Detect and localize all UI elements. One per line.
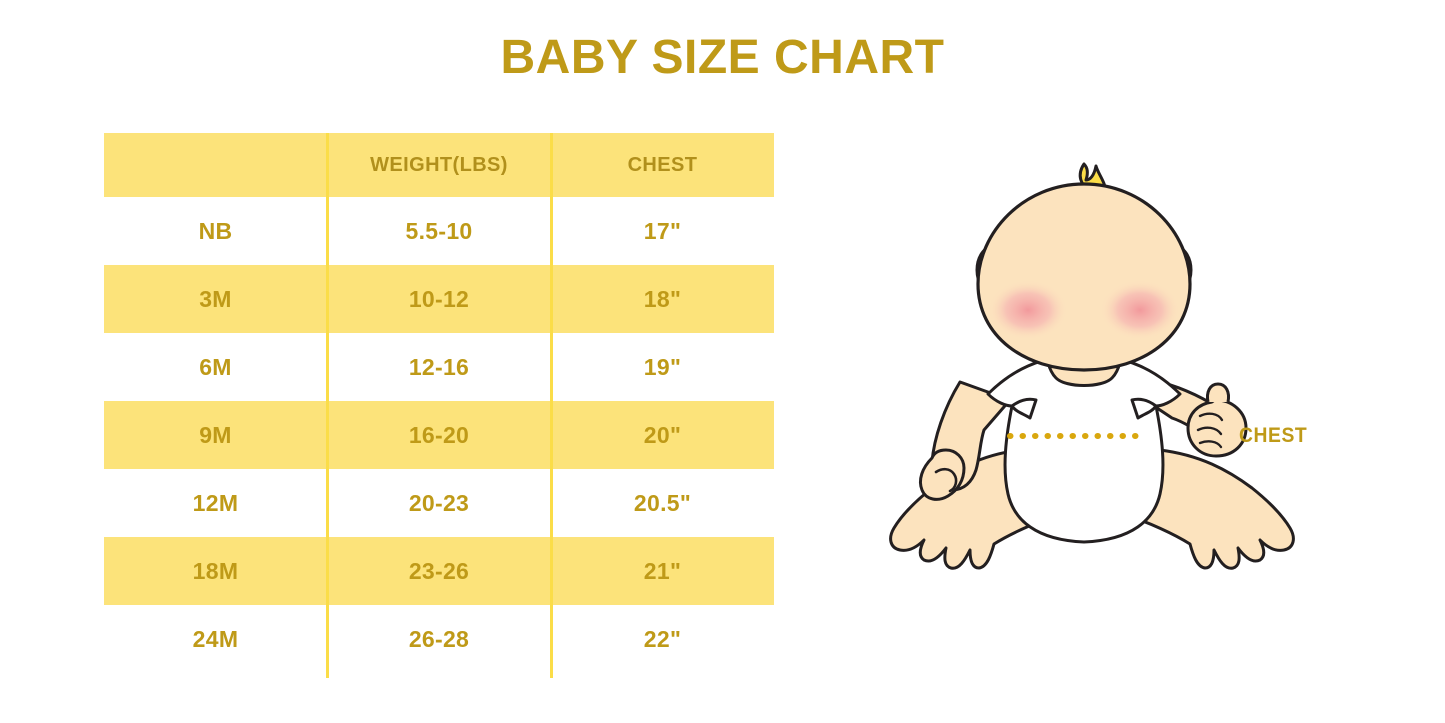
- cell-chest: 18": [643, 285, 682, 312]
- baby-right-cheek-blush: [1100, 280, 1180, 340]
- size-chart-table: WEIGHT(LBS) CHEST NB 5.5-10 17" 3M 10-12…: [104, 133, 774, 678]
- cell-size: 9M: [199, 421, 232, 448]
- sitting-baby-icon: [889, 162, 1295, 570]
- column-divider-2: [550, 133, 553, 678]
- cell-size: 6M: [199, 353, 232, 380]
- cell-weight: 20-23: [408, 489, 470, 516]
- cell-chest: 22": [643, 625, 682, 652]
- cell-weight: 5.5-10: [405, 217, 473, 244]
- cell-size: 3M: [199, 285, 232, 312]
- cell-chest: 20": [643, 421, 682, 448]
- baby-left-thumb: [934, 467, 958, 493]
- table-row: NB 5.5-10 17": [104, 197, 774, 265]
- baby-head: [976, 182, 1192, 372]
- table-header-row: WEIGHT(LBS) CHEST: [104, 133, 774, 197]
- sitting-baby-illustration: [860, 150, 1340, 610]
- cell-chest: 20.5": [633, 489, 692, 516]
- table-row: 18M 23-26 21": [104, 537, 774, 605]
- baby-finger-line-3: [1198, 440, 1223, 449]
- cell-weight: 10-12: [408, 285, 470, 312]
- table-row: 3M 10-12 18": [104, 265, 774, 333]
- table-row: 12M 20-23 20.5": [104, 469, 774, 537]
- cell-chest: 19": [643, 353, 682, 380]
- baby-right-fist: [1186, 398, 1248, 458]
- baby-left-cheek-blush: [988, 280, 1068, 340]
- table-row: 9M 16-20 20": [104, 401, 774, 469]
- cell-weight: 16-20: [408, 421, 470, 448]
- header-cell-weight: WEIGHT(LBS): [370, 153, 508, 176]
- baby-left-sleeve: [1010, 397, 1038, 420]
- cell-weight: 12-16: [408, 353, 470, 380]
- baby-finger-line-1: [1198, 412, 1224, 422]
- cell-weight: 23-26: [408, 557, 470, 584]
- cell-chest: 17": [643, 217, 682, 244]
- cell-size: 18M: [192, 557, 239, 584]
- header-cell-chest: CHEST: [627, 153, 698, 176]
- cell-size: NB: [198, 217, 233, 244]
- cell-chest: 21": [643, 557, 682, 584]
- chest-measure-label: CHEST: [1239, 424, 1308, 447]
- page-title: BABY SIZE CHART: [500, 31, 945, 84]
- table-row: 6M 12-16 19": [104, 333, 774, 401]
- cell-weight: 26-28: [408, 625, 470, 652]
- table-row: 24M 26-28 22": [104, 605, 774, 673]
- baby-right-sleeve: [1130, 397, 1158, 420]
- baby-right-thumb: [1206, 382, 1230, 403]
- baby-finger-line-2: [1196, 426, 1223, 436]
- cell-size: 24M: [192, 625, 239, 652]
- cell-size: 12M: [192, 489, 239, 516]
- column-divider-1: [326, 133, 329, 678]
